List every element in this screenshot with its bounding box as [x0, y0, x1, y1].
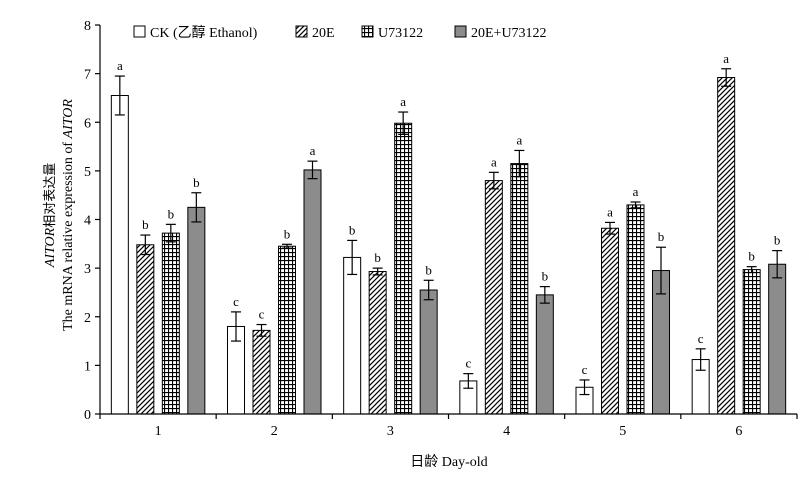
legend-swatch [361, 25, 374, 38]
bar [303, 169, 322, 415]
y-tick-label: 1 [84, 359, 91, 374]
significance-label: b [425, 262, 432, 277]
bar [394, 122, 413, 415]
axes-layer: 0 1 2 3 4 5 6 7 8 1 2 3 4 5 6 [84, 19, 798, 439]
y-axis-title-line1: AITOR相对表达量 [43, 163, 58, 268]
y-axis-title-gene2: AITOR [61, 99, 76, 140]
bar [252, 329, 271, 415]
y-axis-title-line2: The mRNA relative expression of AITOR [61, 99, 76, 331]
y-tick-label: 8 [84, 19, 91, 34]
bar [535, 294, 554, 415]
legend: CK (乙醇 Ethanol) 20E U73122 20E+U73122 [133, 24, 547, 41]
bar [187, 206, 206, 415]
x-tick-label: 3 [387, 424, 394, 439]
y-tick-label: 0 [84, 408, 91, 423]
legend-label: 20E+U73122 [471, 26, 547, 41]
significance-label: b [374, 250, 381, 265]
bars-layer: a c b c c c b c b a a a b b a a a b b a b b b b [110, 51, 787, 415]
y-axis-title-en: The mRNA relative expression of [61, 138, 76, 330]
x-axis-title: 日龄 Day-old [410, 454, 487, 470]
significance-label: b [168, 206, 175, 221]
legend-swatch [295, 25, 308, 38]
y-tick-label: 3 [84, 262, 91, 277]
y-tick-label: 7 [84, 68, 91, 83]
x-tick-label: 2 [271, 424, 278, 439]
bar [110, 95, 129, 415]
legend-label: 20E [312, 26, 335, 41]
significance-label: b [193, 175, 200, 190]
legend-label: U73122 [378, 26, 423, 41]
bar [419, 289, 438, 415]
bar [510, 163, 529, 415]
y-tick-label: 6 [84, 116, 91, 131]
significance-label: c [259, 307, 265, 322]
bar [484, 180, 503, 415]
significance-label: c [582, 362, 588, 377]
significance-label: a [723, 51, 729, 66]
legend-swatch [454, 25, 467, 38]
y-tick-label: 2 [84, 311, 91, 326]
bar [768, 263, 787, 415]
significance-label: a [607, 204, 613, 219]
bar [278, 245, 296, 415]
bar [601, 227, 619, 415]
legend-swatch [133, 25, 146, 38]
significance-label: b [658, 229, 665, 244]
significance-label: a [400, 94, 406, 109]
significance-label: c [698, 331, 704, 346]
significance-label: b [284, 226, 291, 241]
significance-label: b [142, 217, 149, 232]
x-tick-label: 6 [735, 424, 742, 439]
significance-label: a [117, 58, 123, 73]
bar [626, 204, 645, 415]
y-axis-title-gene: AITOR [43, 227, 58, 268]
y-tick-label: 5 [84, 165, 91, 180]
bar [717, 77, 736, 415]
significance-label: a [310, 143, 316, 158]
significance-label: b [748, 249, 755, 264]
significance-label: b [349, 222, 356, 237]
significance-label: c [233, 294, 239, 309]
x-tick-label: 4 [503, 424, 510, 439]
significance-label: b [774, 233, 781, 248]
x-tick-label: 1 [155, 424, 162, 439]
significance-label: a [516, 132, 522, 147]
legend-label: CK (乙醇 Ethanol) [150, 24, 258, 41]
bar [136, 244, 155, 415]
x-tick-label: 5 [619, 424, 626, 439]
significance-label: b [542, 269, 549, 284]
bar [368, 271, 387, 415]
bar [742, 269, 761, 415]
significance-label: a [633, 184, 639, 199]
significance-label: a [491, 154, 497, 169]
significance-label: c [465, 356, 471, 371]
bar [343, 256, 362, 415]
bar [161, 232, 180, 415]
y-tick-label: 4 [84, 214, 91, 229]
y-axis-title-cn: 相对表达量 [43, 163, 58, 228]
